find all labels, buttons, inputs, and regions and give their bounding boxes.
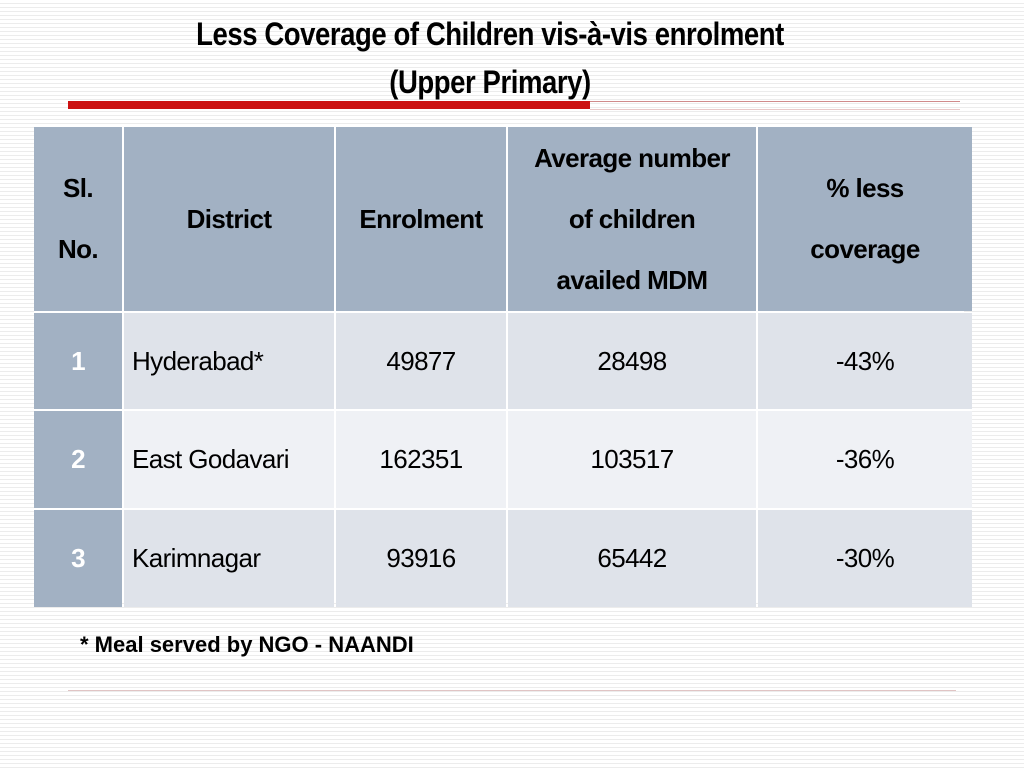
header-avg-line2: of children (568, 203, 696, 234)
district-cell: Karimnagar (124, 510, 334, 607)
header-sl-no-line2: No. (57, 234, 99, 264)
title-accent-bar (68, 101, 590, 109)
enrolment-cell: 162351 (336, 411, 506, 508)
title-divider-line-lower (590, 109, 960, 110)
header-district: District (124, 127, 334, 311)
slide-title: Less Coverage of Children vis-à-vis enro… (196, 16, 784, 52)
footnote: * Meal served by NGO - NAANDI (80, 632, 414, 657)
less-coverage-cell: -36% (758, 411, 972, 508)
header-district-label: District (186, 203, 272, 234)
row-number: 2 (34, 411, 122, 508)
enrolment-cell: 49877 (336, 313, 506, 409)
coverage-table: Sl. No. District Enrolment Average numbe… (34, 127, 972, 607)
header-enrolment-label: Enrolment (359, 203, 483, 234)
avg-children-cell: 28498 (508, 313, 756, 409)
header-less-coverage-line1: % less (826, 173, 904, 203)
footer-divider-line (68, 690, 956, 691)
row-number: 1 (34, 313, 122, 409)
less-coverage-cell: -30% (758, 510, 972, 607)
slide-subtitle: (Upper Primary) (389, 64, 591, 100)
enrolment-cell: 93916 (336, 510, 506, 607)
district-cell: Hyderabad* (124, 313, 334, 409)
avg-children-cell: 65442 (508, 510, 756, 607)
header-sl-no-line1: Sl. (63, 173, 94, 203)
header-less-coverage: % less coverage (758, 127, 972, 311)
header-sl-no: Sl. No. (34, 127, 122, 311)
header-avg-line1: Average number (534, 142, 730, 173)
less-coverage-cell: -43% (758, 313, 972, 409)
header-avg-line3: availed MDM (556, 264, 708, 295)
avg-children-cell: 103517 (508, 411, 756, 508)
header-less-coverage-line2: coverage (810, 234, 920, 264)
title-divider-line (590, 101, 960, 102)
header-avg-children-mdm: Average number of children availed MDM (508, 127, 756, 311)
district-cell: East Godavari (124, 411, 334, 508)
header-enrolment: Enrolment (336, 127, 506, 311)
row-number: 3 (34, 510, 122, 607)
